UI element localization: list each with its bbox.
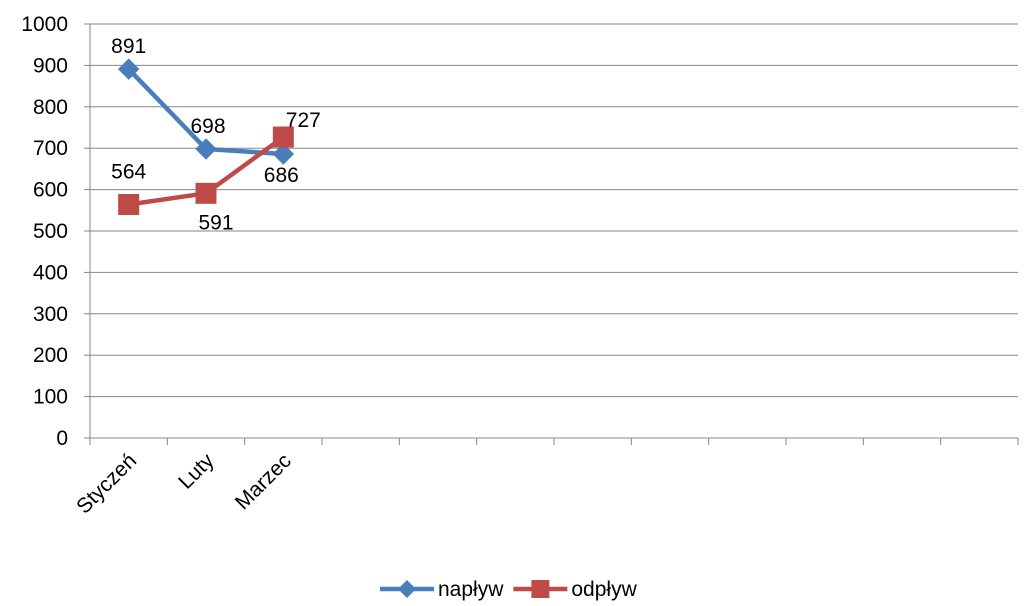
- data-label: 891: [111, 35, 146, 58]
- y-tick-label: 0: [56, 427, 68, 450]
- x-tick-label: Luty: [174, 449, 219, 494]
- x-tick-label: Marzec: [231, 449, 296, 514]
- y-tick-label: 800: [33, 96, 68, 119]
- gridlines: [84, 23, 1018, 439]
- x-axis-tick-labels: Styczeń Luty Marzec: [72, 449, 296, 518]
- data-label: 686: [264, 164, 299, 187]
- data-label: 727: [286, 109, 321, 132]
- data-point-odplyw: [195, 182, 217, 204]
- data-label: 564: [111, 161, 146, 184]
- y-tick-label: 500: [33, 220, 68, 243]
- y-tick-label: 100: [33, 386, 68, 409]
- y-axis-tick-labels: 0 100 200 300 400 500 600 700 800 900 1000: [21, 13, 68, 450]
- axes: [89, 24, 1019, 445]
- data-point-odplyw: [272, 126, 294, 148]
- legend-label: odpływ: [571, 578, 637, 601]
- data-label: 698: [190, 115, 225, 138]
- y-tick-label: 700: [33, 137, 68, 160]
- data-point-naplyw: [195, 138, 217, 160]
- y-tick-label: 200: [33, 344, 68, 367]
- y-tick-label: 400: [33, 261, 68, 284]
- y-tick-label: 1000: [21, 13, 68, 36]
- legend-label: napływ: [438, 578, 504, 601]
- legend-marker-diamond: [398, 580, 416, 598]
- legend-marker-square: [531, 580, 550, 598]
- series-markers: [117, 58, 295, 216]
- data-point-naplyw: [117, 58, 140, 80]
- y-tick-label: 900: [33, 54, 68, 77]
- data-point-odplyw: [118, 194, 140, 216]
- legend: napływ odpływ: [380, 578, 638, 601]
- y-tick-label: 300: [33, 303, 68, 326]
- data-labels: 891 698 686 564 591 727: [111, 35, 321, 234]
- y-tick-label: 600: [33, 179, 68, 202]
- x-tick-label: Styczeń: [72, 449, 141, 518]
- data-point-naplyw: [272, 143, 295, 165]
- data-label: 591: [198, 211, 233, 234]
